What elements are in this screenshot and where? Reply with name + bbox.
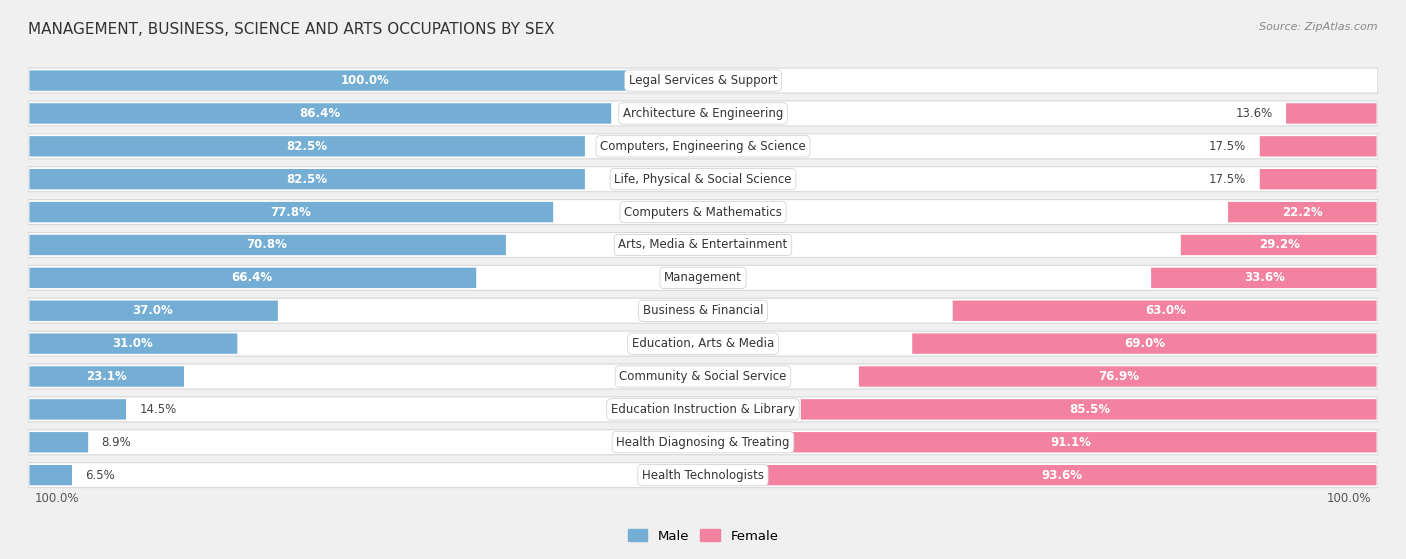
Text: 86.4%: 86.4% — [299, 107, 340, 120]
FancyBboxPatch shape — [28, 266, 1378, 290]
Text: 29.2%: 29.2% — [1258, 239, 1299, 252]
Text: Computers & Mathematics: Computers & Mathematics — [624, 206, 782, 219]
FancyBboxPatch shape — [28, 233, 1378, 258]
Text: 33.6%: 33.6% — [1244, 271, 1285, 285]
Text: 63.0%: 63.0% — [1144, 304, 1185, 318]
Text: 13.6%: 13.6% — [1236, 107, 1272, 120]
FancyBboxPatch shape — [30, 103, 612, 124]
Text: 6.5%: 6.5% — [86, 468, 115, 482]
Text: Management: Management — [664, 271, 742, 285]
FancyBboxPatch shape — [801, 399, 1376, 420]
Text: 37.0%: 37.0% — [132, 304, 173, 318]
FancyBboxPatch shape — [30, 169, 585, 190]
Text: 100.0%: 100.0% — [35, 492, 79, 505]
FancyBboxPatch shape — [30, 235, 506, 255]
Text: 17.5%: 17.5% — [1209, 173, 1246, 186]
FancyBboxPatch shape — [953, 301, 1376, 321]
FancyBboxPatch shape — [30, 202, 553, 222]
FancyBboxPatch shape — [1260, 136, 1376, 157]
FancyBboxPatch shape — [30, 399, 127, 420]
Text: Health Technologists: Health Technologists — [643, 468, 763, 482]
Text: 69.0%: 69.0% — [1125, 337, 1166, 350]
FancyBboxPatch shape — [28, 200, 1378, 225]
FancyBboxPatch shape — [28, 331, 1378, 356]
FancyBboxPatch shape — [28, 134, 1378, 159]
Text: 91.1%: 91.1% — [1050, 436, 1091, 449]
Text: Education Instruction & Library: Education Instruction & Library — [612, 403, 794, 416]
FancyBboxPatch shape — [30, 268, 477, 288]
FancyBboxPatch shape — [28, 397, 1378, 422]
FancyBboxPatch shape — [28, 167, 1378, 192]
Text: 23.1%: 23.1% — [86, 370, 127, 383]
FancyBboxPatch shape — [1181, 235, 1376, 255]
FancyBboxPatch shape — [28, 463, 1378, 487]
Text: 17.5%: 17.5% — [1209, 140, 1246, 153]
FancyBboxPatch shape — [30, 70, 703, 91]
FancyBboxPatch shape — [30, 366, 184, 387]
Text: 82.5%: 82.5% — [285, 173, 328, 186]
FancyBboxPatch shape — [747, 465, 1376, 485]
Text: Architecture & Engineering: Architecture & Engineering — [623, 107, 783, 120]
Text: 85.5%: 85.5% — [1069, 403, 1109, 416]
Text: 93.6%: 93.6% — [1042, 468, 1083, 482]
Text: Legal Services & Support: Legal Services & Support — [628, 74, 778, 87]
Text: Health Diagnosing & Treating: Health Diagnosing & Treating — [616, 436, 790, 449]
FancyBboxPatch shape — [912, 333, 1376, 354]
Text: 66.4%: 66.4% — [232, 271, 273, 285]
Text: Life, Physical & Social Science: Life, Physical & Social Science — [614, 173, 792, 186]
Text: 0.0%: 0.0% — [737, 74, 766, 87]
Text: Source: ZipAtlas.com: Source: ZipAtlas.com — [1260, 22, 1378, 32]
FancyBboxPatch shape — [30, 432, 89, 452]
Text: Computers, Engineering & Science: Computers, Engineering & Science — [600, 140, 806, 153]
Legend: Male, Female: Male, Female — [623, 524, 783, 548]
FancyBboxPatch shape — [30, 465, 72, 485]
FancyBboxPatch shape — [1152, 268, 1376, 288]
Text: Arts, Media & Entertainment: Arts, Media & Entertainment — [619, 239, 787, 252]
FancyBboxPatch shape — [1260, 169, 1376, 190]
FancyBboxPatch shape — [30, 301, 278, 321]
FancyBboxPatch shape — [30, 136, 585, 157]
Text: MANAGEMENT, BUSINESS, SCIENCE AND ARTS OCCUPATIONS BY SEX: MANAGEMENT, BUSINESS, SCIENCE AND ARTS O… — [28, 22, 555, 37]
FancyBboxPatch shape — [28, 68, 1378, 93]
FancyBboxPatch shape — [28, 430, 1378, 455]
FancyBboxPatch shape — [763, 432, 1376, 452]
FancyBboxPatch shape — [28, 299, 1378, 323]
Text: 100.0%: 100.0% — [342, 74, 389, 87]
FancyBboxPatch shape — [859, 366, 1376, 387]
Text: 82.5%: 82.5% — [285, 140, 328, 153]
Text: Education, Arts & Media: Education, Arts & Media — [631, 337, 775, 350]
Text: Business & Financial: Business & Financial — [643, 304, 763, 318]
Text: 76.9%: 76.9% — [1098, 370, 1139, 383]
FancyBboxPatch shape — [1286, 103, 1376, 124]
Text: Community & Social Service: Community & Social Service — [619, 370, 787, 383]
FancyBboxPatch shape — [28, 364, 1378, 389]
Text: 22.2%: 22.2% — [1282, 206, 1323, 219]
Text: 31.0%: 31.0% — [112, 337, 153, 350]
Text: 8.9%: 8.9% — [101, 436, 131, 449]
Text: 14.5%: 14.5% — [139, 403, 177, 416]
Text: 70.8%: 70.8% — [246, 239, 287, 252]
FancyBboxPatch shape — [30, 333, 238, 354]
FancyBboxPatch shape — [1227, 202, 1376, 222]
Text: 100.0%: 100.0% — [1327, 492, 1371, 505]
Text: 77.8%: 77.8% — [270, 206, 311, 219]
FancyBboxPatch shape — [28, 101, 1378, 126]
